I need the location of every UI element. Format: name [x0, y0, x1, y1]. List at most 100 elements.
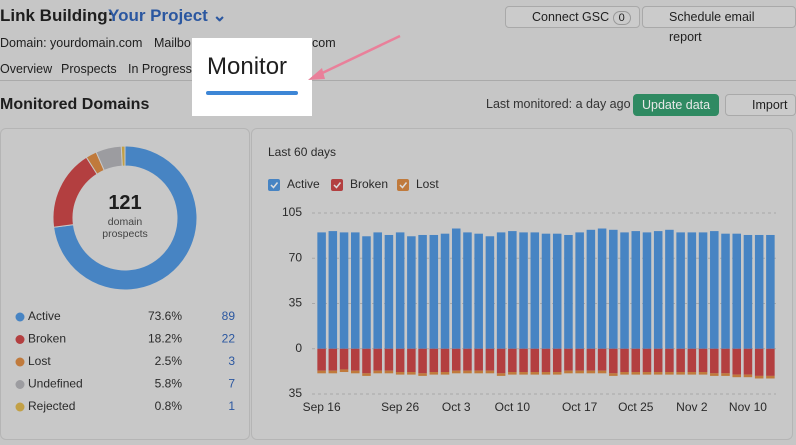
- x-tick-label: Sep 26: [381, 400, 419, 414]
- import-button[interactable]: Import: [725, 94, 796, 116]
- bar: [642, 232, 652, 349]
- bar: [339, 348, 349, 370]
- legend-dot: [15, 335, 25, 344]
- bar: [530, 372, 540, 375]
- bar: [754, 375, 764, 379]
- legend-label: Lost: [416, 177, 439, 191]
- bar: [485, 370, 495, 374]
- x-tick-label: Nov 10: [729, 400, 767, 414]
- bar: [552, 372, 562, 375]
- chart-subtitle: Last 60 days: [268, 145, 336, 159]
- bar: [519, 348, 528, 373]
- bar: [508, 372, 517, 375]
- bar: [665, 229, 674, 349]
- bar: [407, 372, 416, 375]
- bar: [373, 232, 382, 349]
- bar: [496, 373, 506, 376]
- bar: [429, 348, 439, 373]
- bar: [642, 372, 652, 375]
- bar: [754, 348, 764, 376]
- bar: [676, 372, 685, 375]
- bar: [463, 232, 472, 349]
- bar: [609, 348, 618, 374]
- bar: [407, 348, 416, 373]
- bar: [328, 348, 338, 371]
- bar: [609, 373, 618, 376]
- connect-gsc-button[interactable]: Connect GSC 0: [505, 6, 640, 28]
- legend-label: Undefined: [28, 377, 83, 391]
- bar: [710, 348, 719, 374]
- bar: [631, 231, 641, 349]
- bar: [485, 236, 495, 349]
- x-tick-label: Nov 2: [676, 400, 708, 414]
- bar: [642, 348, 652, 373]
- badge: 0: [612, 11, 631, 25]
- bar: [395, 348, 405, 373]
- check: [333, 182, 342, 189]
- bar: [586, 370, 596, 374]
- button-label: Connect GSC: [532, 10, 610, 24]
- tab[interactable]: Prospects: [61, 62, 117, 76]
- legend-count: 89: [222, 309, 236, 323]
- bar: [698, 232, 708, 349]
- bar: [586, 348, 596, 371]
- bar: [710, 231, 719, 349]
- bar: [451, 228, 461, 349]
- bar: [474, 370, 483, 374]
- legend-share: 5.8%: [155, 377, 183, 391]
- y-tick-label: 70: [289, 250, 303, 264]
- schedule-button[interactable]: Schedule email report: [642, 6, 796, 44]
- bar: [384, 348, 394, 371]
- bar: [687, 232, 697, 349]
- bar: [395, 372, 405, 375]
- legend-count: 22: [222, 332, 236, 346]
- bar: [721, 373, 730, 376]
- bar: [384, 370, 394, 374]
- divider: [0, 80, 796, 81]
- x-tick-label: Oct 3: [442, 400, 471, 414]
- last-monitored: Last monitored: a day ago: [486, 97, 631, 111]
- bar: [508, 348, 517, 373]
- tab[interactable]: Overview: [0, 62, 53, 76]
- tab[interactable]: In Progress: [128, 62, 192, 76]
- check: [270, 182, 279, 189]
- bar: [552, 233, 562, 349]
- update-button[interactable]: Update data: [633, 94, 720, 116]
- project-selector[interactable]: Your Project ⌄: [108, 6, 227, 25]
- bar: [609, 229, 618, 349]
- y-tick-label: 0: [295, 341, 302, 355]
- bar: [418, 234, 427, 349]
- y-tick-label: 35: [289, 296, 303, 310]
- project-name: Your Project: [108, 6, 208, 25]
- bar: [665, 348, 674, 373]
- bar: [508, 231, 517, 349]
- bar: [766, 348, 775, 376]
- legend-label: Broken: [28, 332, 66, 346]
- bar: [653, 231, 663, 349]
- bar: [519, 232, 528, 349]
- legend-checkbox: [331, 179, 343, 191]
- bar: [743, 348, 753, 375]
- bar: [418, 373, 427, 376]
- bar: [373, 348, 382, 371]
- bar: [766, 375, 775, 379]
- donut-total: 121: [108, 192, 142, 214]
- legend-label: Active: [287, 177, 320, 191]
- bar: [351, 232, 360, 349]
- bar: [687, 348, 697, 373]
- tab-underline: [206, 91, 298, 95]
- bar: [732, 348, 741, 375]
- bar: [687, 372, 697, 375]
- active-tab[interactable]: Monitor: [207, 53, 288, 80]
- bar: [564, 348, 573, 371]
- bar: [339, 369, 349, 373]
- bar: [339, 232, 349, 349]
- legend-count: 3: [228, 354, 235, 368]
- bar: [373, 370, 382, 374]
- bar: [575, 370, 584, 374]
- bar: [317, 370, 326, 374]
- bar: [732, 233, 741, 349]
- bar: [407, 236, 416, 349]
- bar: [552, 348, 562, 373]
- legend-dot: [15, 357, 25, 367]
